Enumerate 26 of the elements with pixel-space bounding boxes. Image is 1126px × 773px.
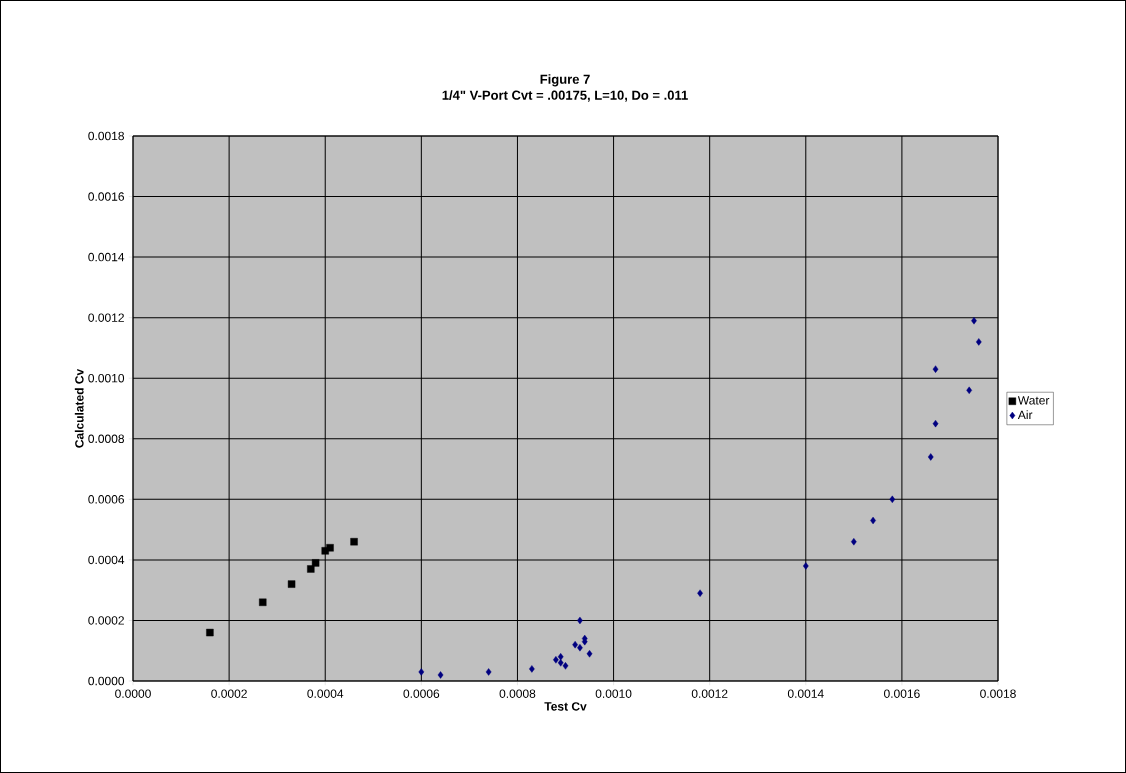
x-tick-label: 0.0016 <box>884 689 920 698</box>
y-axis-title: Calculated Cv <box>74 368 84 448</box>
legend-label: Water <box>1017 396 1050 405</box>
y-tick-label: 0.0010 <box>88 373 125 383</box>
chart-title: Figure 7 <box>540 74 590 87</box>
x-tick-label: 0.0000 <box>115 689 151 698</box>
y-tick-label: 0.0006 <box>88 495 124 504</box>
y-tick-label: 0.0004 <box>88 555 125 565</box>
x-tick-label: 0.0010 <box>595 689 632 698</box>
y-tick-label: 0.0014 <box>88 252 125 262</box>
x-tick-label: 0.0002 <box>211 689 247 698</box>
y-tick-label: 0.0012 <box>88 313 124 322</box>
x-tick-label: 0.0008 <box>499 689 536 698</box>
x-tick-label: 0.0004 <box>307 689 344 698</box>
y-tick-label: 0.0000 <box>88 676 125 686</box>
y-tick-label: 0.0018 <box>88 131 124 141</box>
x-tick-label: 0.0014 <box>787 689 824 698</box>
x-tick-label: 0.0006 <box>403 689 440 698</box>
x-tick-label: 0.0018 <box>980 689 1016 698</box>
y-tick-label: 0.0016 <box>88 192 124 201</box>
y-tick-label: 0.0002 <box>88 616 124 625</box>
y-tick-label: 0.0008 <box>88 434 124 444</box>
chart-subtitle: 1/4" V-Port Cvt = .00175, L=10, Do = .011 <box>442 90 688 102</box>
legend-label: Air <box>1017 410 1033 419</box>
x-tick-label: 0.0012 <box>691 689 728 698</box>
x-axis-title: Test Cv <box>544 702 587 711</box>
